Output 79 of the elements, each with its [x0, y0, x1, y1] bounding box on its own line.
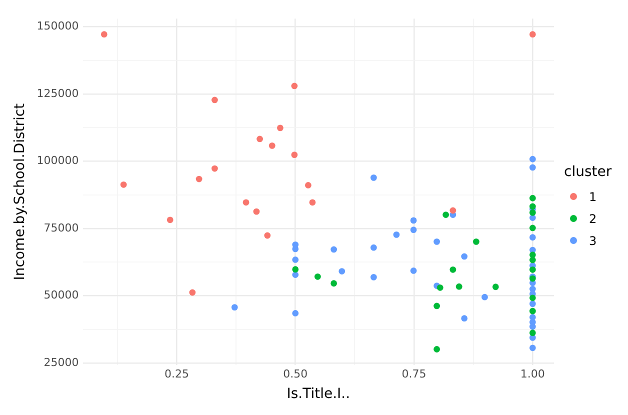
point — [304, 182, 312, 188]
point — [292, 246, 299, 252]
point — [434, 346, 440, 352]
point — [450, 207, 456, 214]
point — [291, 82, 298, 90]
point — [456, 283, 462, 290]
point — [434, 238, 440, 245]
point — [330, 246, 338, 253]
point — [482, 294, 488, 300]
point — [529, 194, 536, 202]
point — [529, 209, 536, 216]
point — [330, 280, 338, 287]
point — [196, 176, 202, 182]
point — [436, 284, 444, 291]
y-tick-label: 25000 — [44, 356, 79, 369]
point — [529, 256, 536, 264]
y-tick-label: 100000 — [36, 154, 79, 168]
y-axis-title: Income.by.School.District — [12, 102, 28, 280]
point — [410, 217, 417, 224]
point — [410, 226, 417, 234]
point — [529, 308, 536, 314]
point — [264, 232, 271, 239]
point — [529, 300, 536, 308]
point — [370, 174, 377, 181]
point — [291, 152, 298, 158]
legend-title: cluster — [564, 164, 613, 180]
point — [442, 212, 450, 218]
point — [166, 216, 174, 224]
legend-label: 3 — [589, 234, 597, 248]
point — [370, 274, 377, 280]
point — [529, 323, 536, 330]
point — [212, 96, 218, 104]
point — [292, 310, 299, 316]
point — [529, 234, 536, 241]
point — [242, 199, 250, 206]
point — [472, 238, 480, 245]
point — [292, 272, 299, 278]
point — [492, 284, 499, 290]
y-tick-label: 150000 — [36, 20, 79, 33]
x-tick-label: 0.50 — [283, 367, 308, 380]
point — [120, 181, 127, 188]
point — [256, 136, 263, 142]
point — [370, 244, 377, 251]
point — [450, 266, 456, 273]
point — [529, 330, 536, 336]
point — [212, 165, 218, 172]
point — [529, 156, 536, 162]
legend-label: 2 — [589, 212, 597, 226]
point — [461, 315, 468, 322]
point — [529, 203, 536, 210]
x-axis-title: Is.Title.I.. — [286, 386, 350, 402]
x-tick-label: 1.00 — [520, 367, 545, 380]
point — [410, 268, 417, 274]
point — [434, 302, 440, 310]
y-tick-label: 125000 — [36, 86, 79, 100]
x-tick-label: 0.75 — [402, 367, 426, 380]
legend-label: 1 — [589, 190, 597, 204]
point — [309, 199, 316, 206]
point — [276, 124, 284, 132]
point — [314, 273, 321, 280]
point — [100, 31, 108, 38]
point — [461, 253, 468, 260]
point — [292, 256, 299, 263]
point — [292, 266, 299, 273]
point — [529, 344, 536, 352]
y-tick-label: 50000 — [44, 288, 79, 302]
point — [529, 294, 536, 302]
point — [189, 289, 196, 296]
point — [393, 231, 400, 238]
y-tick-label: 75000 — [44, 221, 79, 234]
point — [529, 224, 536, 232]
point — [338, 268, 346, 274]
point — [529, 266, 536, 273]
point — [231, 304, 238, 311]
point — [529, 31, 536, 38]
x-tick-label: 0.25 — [164, 367, 189, 380]
point — [253, 208, 260, 215]
point — [529, 164, 536, 171]
point — [268, 142, 276, 149]
